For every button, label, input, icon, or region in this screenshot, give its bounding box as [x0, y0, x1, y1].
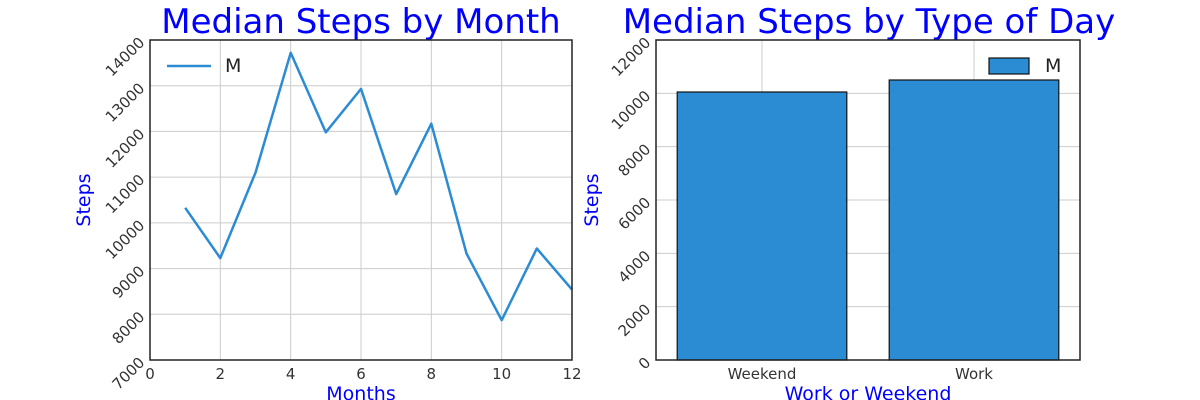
line-y-tick-label: 7000 — [109, 354, 149, 394]
bar-legend-swatch — [988, 57, 1030, 75]
bar-chart-x-ticks: Weekend Work — [728, 365, 994, 383]
bar-chart-legend: M — [988, 55, 1061, 77]
line-chart-title: Median Steps by Month — [161, 2, 560, 42]
bar-y-tick-label: 6000 — [615, 194, 655, 234]
bar-work — [888, 79, 1060, 361]
bar-legend-label: M — [1045, 55, 1061, 77]
line-chart-grid — [149, 39, 573, 361]
line-x-tick-label: 2 — [216, 365, 226, 383]
line-y-tick-label: 12000 — [102, 125, 148, 171]
bar-chart-y-label: Steps — [581, 173, 603, 226]
line-y-tick-label: 10000 — [102, 216, 148, 262]
bar-weekend — [676, 91, 848, 361]
line-y-tick-label: 11000 — [102, 171, 148, 217]
line-chart-y-label: Steps — [73, 173, 95, 226]
line-chart: Median Steps by Month 0 2 4 6 8 10 12 7000 8000… — [73, 2, 582, 400]
bar-chart-title: Median Steps by Type of Day — [623, 2, 1116, 42]
line-x-tick-label: 10 — [492, 365, 511, 383]
line-x-tick-label: 0 — [145, 365, 155, 383]
bar-chart-frame — [655, 39, 1081, 361]
line-series-m — [184, 51, 573, 322]
line-chart-x-ticks: 0 2 4 6 8 10 12 — [145, 365, 581, 383]
line-x-tick-label: 6 — [356, 365, 366, 383]
bar-y-tick-label: 2000 — [615, 300, 655, 340]
line-x-tick-label: 12 — [562, 365, 581, 383]
line-chart-frame — [149, 39, 573, 361]
bar-y-tick-label: 0 — [635, 354, 654, 373]
bar-y-tick-label: 4000 — [615, 247, 655, 287]
bar-y-tick-label: 10000 — [608, 87, 654, 133]
line-y-tick-label: 14000 — [102, 34, 148, 80]
bar-chart-x-label: Work or Weekend — [785, 383, 952, 400]
line-y-tick-label: 8000 — [109, 308, 149, 348]
line-legend-label: M — [225, 55, 241, 77]
line-chart-x-label: Months — [326, 383, 395, 400]
bar-x-tick-label: Weekend — [728, 365, 797, 383]
bar-chart: Median Steps by Type of Day Weekend Work … — [581, 2, 1115, 400]
line-y-tick-label: 13000 — [102, 79, 148, 125]
bar-chart-bars — [676, 79, 1060, 361]
line-chart-legend: M — [167, 55, 241, 77]
bar-x-tick-label: Work — [955, 365, 993, 383]
line-x-tick-label: 8 — [427, 365, 437, 383]
bar-y-tick-label: 8000 — [615, 140, 655, 180]
line-y-tick-label: 9000 — [109, 262, 149, 302]
line-x-tick-label: 4 — [286, 365, 296, 383]
